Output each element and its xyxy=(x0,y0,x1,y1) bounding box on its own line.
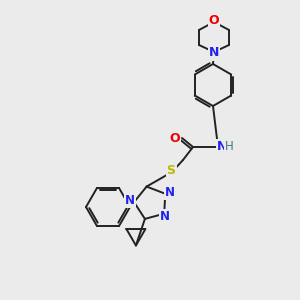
Text: N: N xyxy=(209,46,219,59)
Text: N: N xyxy=(160,210,170,223)
Text: O: O xyxy=(209,14,219,28)
Text: O: O xyxy=(170,131,180,145)
Text: N: N xyxy=(125,194,135,207)
Text: N: N xyxy=(217,140,227,152)
Text: N: N xyxy=(165,186,175,199)
Text: S: S xyxy=(167,164,176,178)
Text: H: H xyxy=(225,140,233,152)
